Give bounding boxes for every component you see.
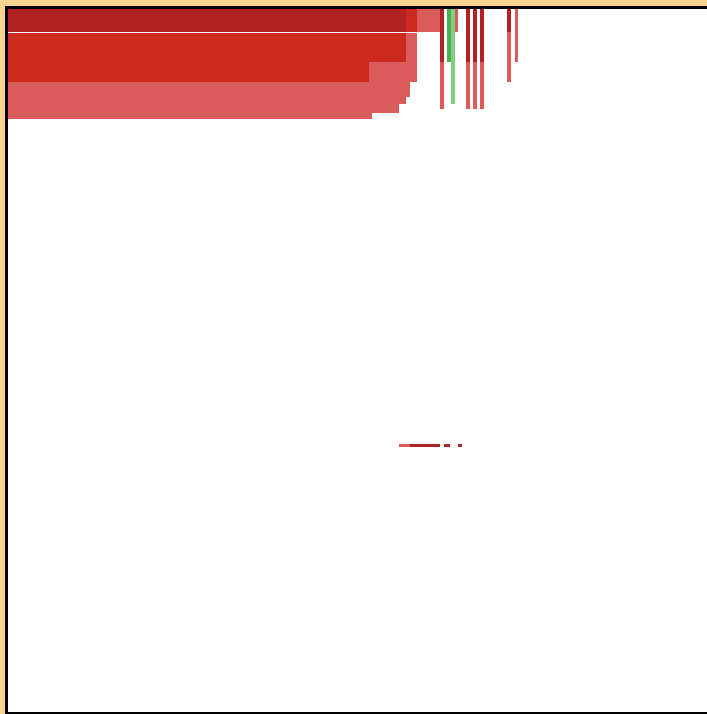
mid-strip	[399, 444, 462, 447]
block	[451, 9, 455, 104]
block	[8, 33, 406, 62]
block	[466, 9, 470, 62]
flame-blocks	[8, 9, 440, 119]
block	[447, 9, 451, 62]
block	[480, 9, 484, 62]
block	[417, 9, 440, 32]
block	[444, 444, 450, 447]
block	[473, 9, 477, 62]
block	[406, 33, 417, 82]
block	[8, 97, 406, 104]
block	[8, 9, 406, 32]
block	[8, 82, 410, 97]
block	[8, 113, 372, 119]
block	[410, 444, 440, 447]
block	[473, 62, 477, 109]
block	[440, 9, 444, 62]
block	[8, 104, 399, 113]
block	[399, 444, 410, 447]
block	[8, 62, 369, 82]
block	[406, 9, 417, 32]
block	[466, 62, 470, 109]
block	[507, 9, 511, 32]
block	[507, 32, 511, 82]
thin-stacks	[440, 9, 518, 109]
block	[369, 62, 417, 82]
block	[458, 444, 462, 447]
block	[515, 9, 518, 62]
block	[455, 9, 458, 32]
block	[480, 62, 484, 109]
canvas	[8, 9, 707, 712]
block	[440, 62, 444, 109]
